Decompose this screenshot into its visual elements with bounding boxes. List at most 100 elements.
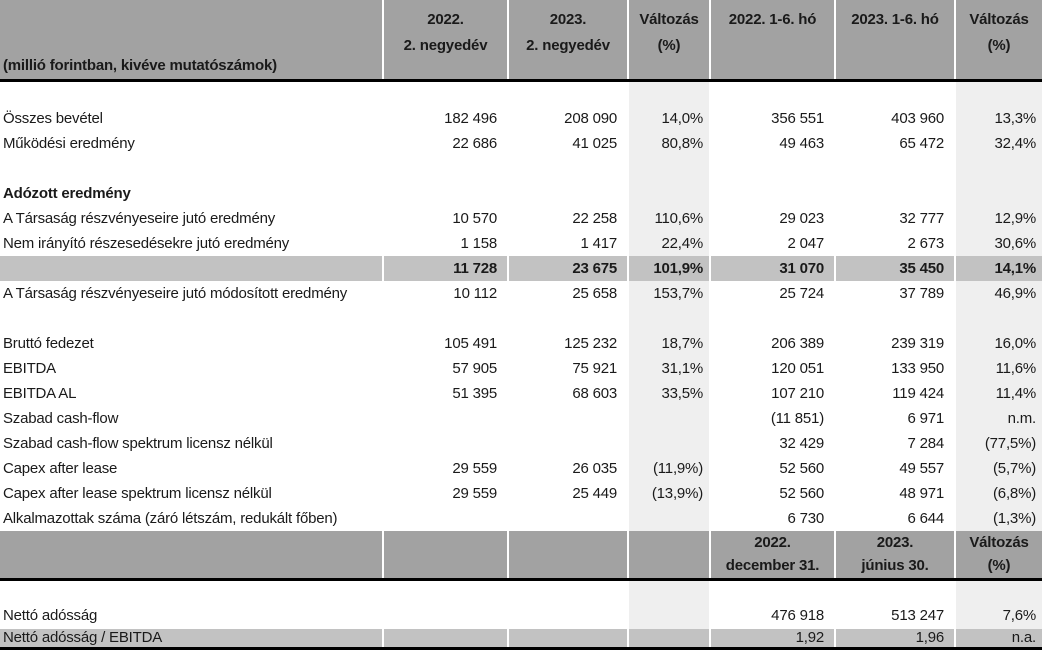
header-label: 2. negyedév [526,37,610,54]
header-cell-h1-2022: 2022. 1-6. hó [709,0,835,82]
cell-h1-2023: 1,96 [834,629,955,650]
header-cell-change-balance: Változás (%) [954,530,1042,581]
header-label: Változás [969,534,1029,551]
table-row: A Társaság részvényeseire jutó módosítot… [0,280,1042,306]
row-label: Nem irányító részesedésekre jutó eredmén… [3,234,290,252]
cell-h1-2023 [834,80,955,106]
cell-h1-2023: 49 557 [834,455,955,481]
cell-q2-2023: 26 035 [507,455,628,481]
cell-q2-2022: 57 905 [382,355,508,381]
cell-q2-2022: 22 686 [382,130,508,156]
cell-change-q2: 110,6% [627,205,710,231]
cell-q2-2023 [507,505,628,531]
row-label [0,255,383,281]
cell-change-q2: 153,7% [627,280,710,306]
header-label: 2023. [876,534,914,551]
header-label: (%) [657,37,681,54]
row-label: Működési eredmény [3,134,135,152]
cell-q2-2023: 125 232 [507,330,628,356]
cell-q2-2023 [507,155,628,181]
cell-change-q2: (13,9%) [627,480,710,506]
row-label: Nettó adósság / EBITDA [0,629,383,650]
table-row: Nettó adósság 476 918 513 247 7,6% [0,601,1042,629]
cell-change-h1: 30,6% [954,230,1042,256]
cell-change-q2 [627,505,710,531]
cell-change-q2 [627,579,710,601]
header-label: 2022. [754,534,791,551]
cell-change-h1: (6,8%) [954,480,1042,506]
cell-q2-2022: 182 496 [382,105,508,131]
cell-q2-2023 [507,579,628,601]
cell-change-q2 [627,155,710,181]
header-label: (%) [987,557,1011,574]
cell-h1-2023: 7 284 [834,430,955,456]
cell-change-q2 [627,305,710,331]
cell-h1-2023 [834,180,955,206]
row-label [0,81,383,106]
cell-h1-2022: 2 047 [709,230,835,256]
row-label: Bruttó fedezet [3,334,94,352]
cell-h1-2022 [709,305,835,331]
cell-change-q2 [627,80,710,106]
cell-h1-2022: (11 851) [709,405,835,431]
header-cell-empty [0,530,383,581]
cell-change-h1: n.m. [954,405,1042,431]
row-label: Összes bevétel [3,109,103,127]
table-row: Szabad cash-flow spektrum licensz nélkül… [0,430,1042,456]
cell-change-h1: 13,3% [954,105,1042,131]
header-cell-q2-2022: 2022. 2. negyedév [382,0,508,82]
cell-q2-2022: 10 112 [382,280,508,306]
cell-q2-2022 [382,629,508,650]
row-label [0,579,383,601]
cell-change-h1: 12,9% [954,205,1042,231]
header-label: (%) [987,37,1011,54]
table-row: Capex after lease spektrum licensz nélkü… [0,480,1042,506]
cell-h1-2023: 119 424 [834,380,955,406]
header-cell-h1-2023: 2023. 1-6. hó [834,0,955,82]
row-label: EBITDA AL [3,384,77,402]
header-row-balance: 2022. december 31. 2023. június 30. Vált… [0,530,1042,581]
cell-change-q2: 31,1% [627,355,710,381]
cell-h1-2022: 206 389 [709,330,835,356]
cell-q2-2022 [382,601,508,629]
header-label: 2022. 1-6. hó [728,11,817,28]
cell-q2-2022 [382,405,508,431]
unit-note-cell: (millió forintban, kivéve mutatószámok) [0,0,383,82]
header-label: Változás [969,11,1029,28]
cell-change-h1 [954,305,1042,331]
cell-h1-2022: 31 070 [709,255,835,281]
row-label: Capex after lease [3,459,118,477]
cell-q2-2022 [382,579,508,601]
cell-change-h1 [954,579,1042,601]
cell-h1-2023: 35 450 [834,255,955,281]
cell-h1-2023: 403 960 [834,105,955,131]
cell-h1-2023: 32 777 [834,205,955,231]
cell-q2-2022: 105 491 [382,330,508,356]
cell-h1-2023: 48 971 [834,480,955,506]
header-cell-q2-2023: 2023. 2. negyedév [507,0,628,82]
cell-change-h1: 32,4% [954,130,1042,156]
header-cell-empty [627,530,710,581]
cell-h1-2023: 513 247 [834,601,955,629]
cell-q2-2022 [382,305,508,331]
cell-change-h1 [954,80,1042,106]
cell-h1-2022 [709,80,835,106]
cell-change-h1: 11,6% [954,355,1042,381]
cell-q2-2023 [507,430,628,456]
cell-change-h1: (5,7%) [954,455,1042,481]
table-row: Adózott eredmény [0,180,1042,206]
cell-change-h1: 7,6% [954,601,1042,629]
header-label: 2023. [549,11,587,28]
row-label: EBITDA [3,359,56,377]
row-label: Adózott eredmény [3,184,131,202]
cell-q2-2023 [507,180,628,206]
cell-q2-2023 [507,629,628,650]
table-row: EBITDA 57 905 75 921 31,1% 120 051 133 950 11,… [0,355,1042,381]
table-row: A Társaság részvényeseire jutó eredmény 1… [0,205,1042,231]
cell-change-q2: 18,7% [627,330,710,356]
cell-q2-2023 [507,80,628,106]
cell-change-q2: 80,8% [627,130,710,156]
header-cell-change-h1: Változás (%) [954,0,1042,82]
table-row: Nem irányító részesedésekre jutó eredmén… [0,230,1042,256]
